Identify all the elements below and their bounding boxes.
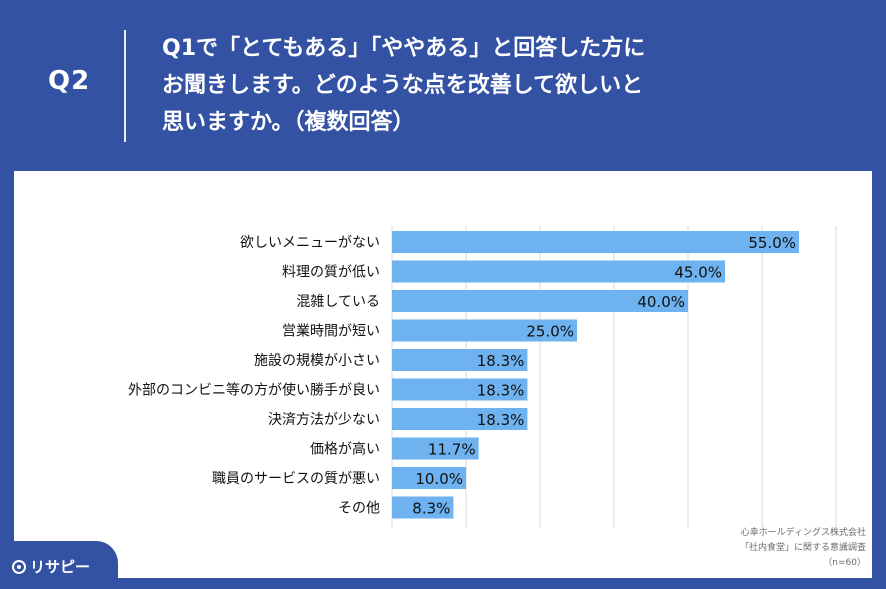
bar: [392, 437, 479, 460]
value-label: 8.3%: [412, 500, 450, 518]
value-label: 55.0%: [748, 234, 796, 252]
bar: [392, 496, 454, 519]
category-label: 外部のコンビニ等の方が使い勝手が良い: [128, 382, 380, 399]
bar: [392, 467, 466, 489]
question-text: Q1で「とてもある」「ややある」と回答した方に お聞きします。どのような点を改善…: [162, 30, 862, 141]
source-sample-size: （n=60）: [823, 558, 866, 568]
value-label: 10.0%: [415, 470, 463, 488]
category-label: 営業時間が短い: [282, 324, 380, 340]
header: Q2 Q1で「とてもある」「ややある」と回答した方に お聞きします。どのような点…: [0, 0, 886, 175]
source-note: 心幸ホールディングス株式会社 「社内食堂」に関する意識調査 （n=60）: [740, 526, 866, 571]
question-line: お聞きします。どのような点を改善して欲しいと: [162, 73, 644, 98]
brand-logo: リサピー: [12, 556, 90, 577]
header-divider: [124, 30, 126, 142]
category-labels: 欲しいメニューがない料理の質が低い混雑している営業時間が短い施設の規模が小さい外…: [128, 235, 380, 517]
value-label: 45.0%: [674, 264, 722, 282]
value-label: 40.0%: [637, 293, 685, 311]
question-number: Q2: [48, 66, 91, 96]
source-survey: 「社内食堂」に関する意識調査: [739, 543, 866, 553]
bar: [392, 290, 688, 312]
bar: [392, 319, 577, 342]
category-label: 職員のサービスの質が悪い: [212, 471, 380, 487]
bar: [392, 378, 528, 401]
category-label: その他: [338, 501, 380, 517]
bar: [392, 349, 528, 371]
category-label: 決済方法が少ない: [268, 412, 380, 428]
pin-icon: [12, 559, 26, 574]
category-label: 施設の規模が小さい: [254, 353, 380, 369]
category-label: 料理の質が低い: [282, 265, 380, 281]
value-label: 18.3%: [477, 382, 525, 400]
question-line: 思いますか。（複数回答）: [162, 110, 415, 135]
value-labels: 55.0%45.0%40.0%25.0%18.3%18.3%18.3%11.7%…: [412, 234, 796, 518]
question-line: Q1で「とてもある」「ややある」と回答した方に: [162, 36, 646, 61]
value-label: 18.3%: [477, 411, 525, 429]
category-label: 欲しいメニューがない: [240, 235, 380, 251]
value-label: 25.0%: [526, 323, 574, 341]
value-label: 18.3%: [477, 352, 525, 370]
value-label: 11.7%: [428, 441, 476, 459]
logo-text: リサピー: [30, 558, 91, 576]
bar: [392, 231, 799, 253]
bar: [392, 260, 725, 283]
bar: [392, 408, 528, 430]
category-label: 混雑している: [296, 294, 380, 310]
category-label: 価格が高い: [310, 441, 380, 458]
bars: [392, 231, 799, 519]
source-company: 心幸ホールディングス株式会社: [740, 528, 866, 538]
